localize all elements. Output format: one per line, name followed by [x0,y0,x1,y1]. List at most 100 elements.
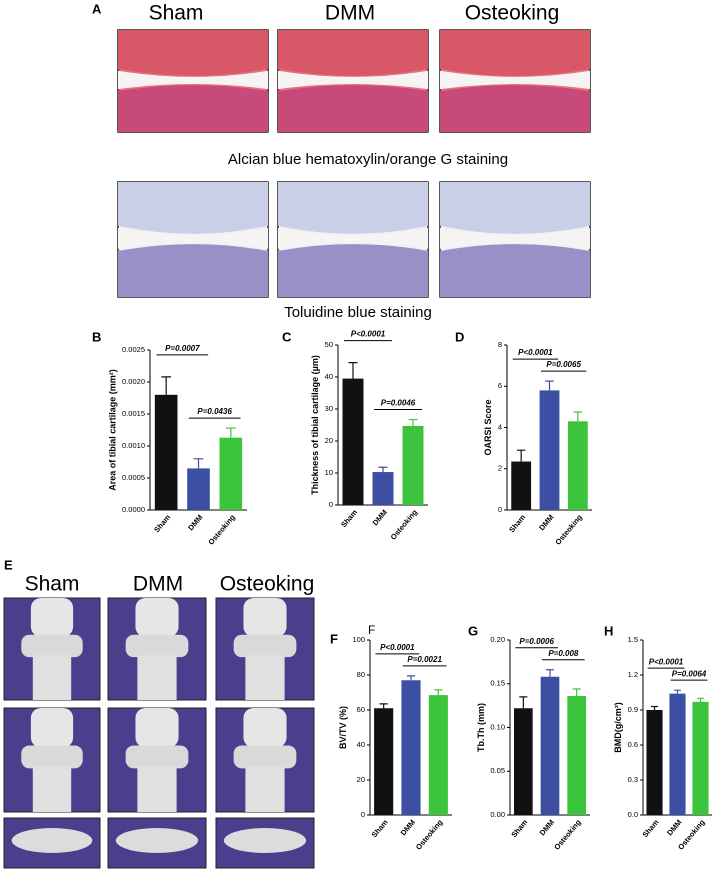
error-bar [348,362,358,379]
bone [30,598,74,637]
joint-gap [118,228,268,249]
tissue [118,244,268,297]
error-bar [697,697,704,702]
y-tick-label: 40 [357,740,365,749]
bone [135,598,179,637]
x-tick-label: Sham [507,513,527,535]
panel-label: F [368,623,375,637]
significance-group: DMM [199,350,218,359]
significance-label: P<0.0001 [649,657,684,666]
bar [428,695,448,815]
significance-group: Sham [166,350,188,359]
tissue [440,85,590,132]
error-bar [546,669,554,677]
panel-label: A [92,1,102,16]
column-header: Sham [25,573,80,596]
y-tick-label: 6 [498,381,502,390]
y-tick-label: 0 [361,810,365,819]
y-axis-label: Area of tibial cartilage (mm²) [107,369,117,491]
bone [125,634,189,658]
significance-label: P<0.0001 [518,348,553,357]
error-bar [434,689,443,696]
panel-label: G [468,623,478,638]
bone [115,828,199,853]
bar [154,394,178,510]
y-tick-label: 0.0015 [122,409,145,418]
significance-label: P<0.0001 [351,330,386,339]
significance-group: Osteoking [578,366,617,375]
bar [187,468,210,510]
significance-group: Sham [353,336,375,345]
panel-label: D [455,329,464,344]
joint-gap [278,228,428,249]
significance-label: P=0.008 [548,649,579,658]
bar [567,421,588,510]
x-tick-label: Sham [370,818,390,840]
x-tick-label: Sham [152,513,172,535]
significance-label: P=0.0064 [672,669,707,678]
error-bar [651,705,658,710]
x-tick-label: Sham [339,508,359,530]
bone [233,745,297,769]
bar [374,708,394,815]
significance-group: Osteoking [413,405,452,414]
y-tick-label: 0.0025 [122,345,145,354]
column-header: DMM [133,573,183,596]
x-tick-label: DMM [537,513,555,533]
y-tick-label: 30 [325,404,333,413]
tissue [118,182,268,234]
bone [21,634,83,658]
significance-group: DMM [550,366,569,375]
joint-gap [118,70,268,90]
tissue [118,85,268,132]
y-tick-label: 0.00 [490,810,505,819]
bone [11,828,93,853]
significance-group: DMM [383,336,402,345]
bar [567,696,586,815]
y-tick-label: 60 [357,705,365,714]
significance-label: P=0.0436 [197,407,232,416]
tissue [440,244,590,297]
significance-group: DMM [678,675,697,684]
error-bar [516,449,526,462]
significance-label: P=0.0007 [165,344,200,353]
column-header: Osteoking [465,2,560,25]
y-tick-label: 0.10 [490,722,505,731]
tissue [278,85,428,132]
bar [540,676,560,815]
y-tick-label: 0.0 [628,810,638,819]
significance-group: DMM [199,413,218,422]
y-axis-label: BV/TV (%) [338,706,348,749]
significance-label: P=0.0006 [519,637,554,646]
y-axis-label: Tb.Th (mm) [476,703,486,752]
tissue [278,182,428,234]
error-bar [408,418,418,426]
tissue [118,30,268,76]
y-tick-label: 0.20 [490,635,505,644]
y-tick-label: 0 [498,505,502,514]
bone [223,828,307,853]
bone [245,655,285,700]
y-tick-label: 50 [325,340,333,349]
significance-label: P<0.0001 [380,643,415,652]
x-tick-label: Osteoking [206,512,237,546]
joint-gap [278,70,428,90]
x-tick-label: Sham [641,818,661,840]
significance-group: DMM [550,655,569,664]
y-tick-label: 0.0020 [122,377,145,386]
bone [137,766,177,812]
error-bar [379,703,388,709]
bone [243,708,287,748]
x-tick-label: Osteoking [389,507,420,541]
significance-group: DMM [383,405,402,414]
bar [401,680,421,815]
bar [514,708,533,815]
x-tick-label: Sham [509,818,529,840]
significance-group: Osteoking [231,413,270,422]
y-tick-label: 0.9 [628,705,638,714]
column-header: DMM [325,2,375,25]
x-tick-label: DMM [665,818,683,838]
bone [245,766,285,812]
error-bar [161,376,172,395]
caption: Alcian blue hematoxylin/orange G stainin… [228,151,508,168]
